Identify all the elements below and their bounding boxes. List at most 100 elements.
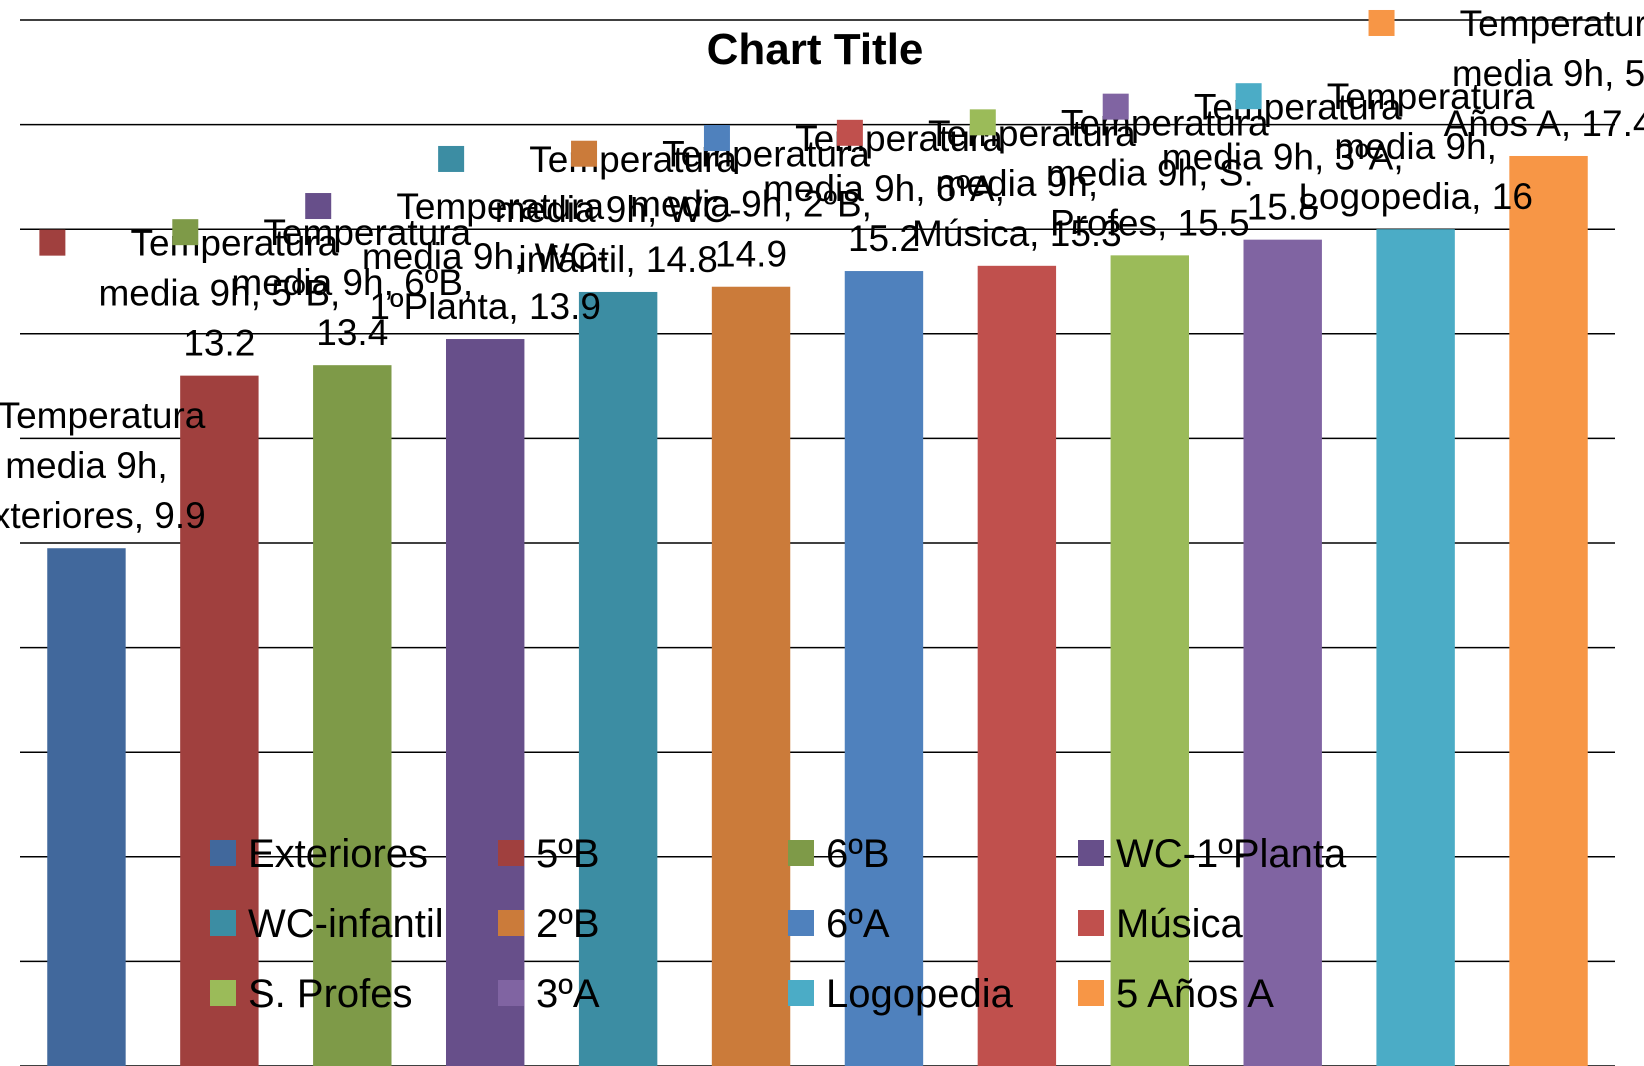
data-label-text: 14.9 xyxy=(715,234,787,275)
data-label-text: Exteriores, 9.9 xyxy=(0,495,206,536)
data-label-text: 13.4 xyxy=(316,312,388,353)
data-label-key xyxy=(39,229,66,256)
data-label-key xyxy=(969,109,996,136)
legend-item-6: 2ºB xyxy=(498,902,600,946)
bars xyxy=(47,155,1588,1066)
data-label-text: infantil, 14.8 xyxy=(518,239,718,280)
bar-10 xyxy=(1243,239,1322,1066)
legend-label: WC-infantil xyxy=(248,902,444,946)
data-label-key xyxy=(703,125,730,152)
data-label-text: media 9h, 5 xyxy=(1452,53,1644,94)
bar-1 xyxy=(47,548,126,1066)
data-label-1: Temperatura media 9h, Exteriores, 9.9 xyxy=(0,395,206,536)
legend-swatch xyxy=(210,840,236,866)
data-label-key xyxy=(571,140,598,167)
data-label-text: Logopedia, 16 xyxy=(1298,176,1533,217)
legend-label: Música xyxy=(1116,902,1243,946)
bar-2 xyxy=(180,375,259,1066)
bar-8 xyxy=(977,265,1057,1066)
legend: Exteriores 5ºB 6ºB WC-1ºPlanta WC-infantil 2º… xyxy=(210,832,1347,1016)
data-label-text: Temperatura xyxy=(795,118,1003,159)
legend-label: 2ºB xyxy=(536,902,600,946)
data-label-6: Temperatura media 9h, 2ºB, 14.9 xyxy=(571,134,872,275)
data-label-5: Temperatura media 9h, WC-infantil, 14.8 xyxy=(438,139,741,280)
legend-swatch xyxy=(498,840,524,866)
data-label-text: media 9h, S. xyxy=(1046,152,1254,193)
gridlines xyxy=(20,19,1615,1066)
legend-label: 6ºA xyxy=(826,902,890,946)
legend-swatch xyxy=(1078,840,1104,866)
data-label-text: 15.2 xyxy=(848,218,920,259)
data-label-9: Temperatura media 9h, S. Profes, 15.5 xyxy=(969,102,1269,243)
legend-swatch xyxy=(788,980,814,1006)
data-label-text: Profes, 15.5 xyxy=(1050,202,1250,243)
data-label-7: Temperatura media 9h, 6ºA, 15.2 xyxy=(703,118,1005,259)
legend-item-5: WC-infantil xyxy=(210,902,444,946)
bar-7 xyxy=(844,271,924,1066)
legend-swatch xyxy=(788,840,814,866)
legend-item-8: Música xyxy=(1078,902,1243,946)
data-label-4: Temperatura media 9h, WC- 1ºPlanta, 13.9 xyxy=(305,186,609,327)
data-label-text: media 9h, 6ºB, xyxy=(231,262,473,303)
data-label-text: 1ºPlanta, 13.9 xyxy=(369,286,601,327)
data-label-text: 13.2 xyxy=(183,323,255,364)
data-label-2: Temperatura media 9h, 5ºB, 13.2 xyxy=(39,223,340,364)
data-label-text: media 9h, 3ºA, xyxy=(1162,137,1404,178)
legend-item-4: WC-1ºPlanta xyxy=(1078,832,1347,876)
data-label-text: media 9h, xyxy=(936,163,1099,204)
legend-swatch xyxy=(498,910,524,936)
data-label-12: Temperatura media 9h, 5 Años A, 17.4 xyxy=(1368,3,1644,144)
legend-swatch xyxy=(210,910,236,936)
legend-label: 5ºB xyxy=(536,832,600,876)
data-label-text: Temperatura xyxy=(662,134,870,175)
data-label-text: media 9h, 5ºB, xyxy=(98,273,340,314)
data-label-key xyxy=(1235,83,1262,110)
legend-item-10: 3ºA xyxy=(498,972,600,1016)
data-label-8: Temperatura media 9h, Música, 15.3 xyxy=(836,113,1136,254)
data-label-text: media 9h, xyxy=(5,445,168,486)
legend-label: 3ºA xyxy=(536,972,600,1016)
legend-item-2: 5ºB xyxy=(498,832,600,876)
data-label-key xyxy=(836,119,863,146)
data-label-key xyxy=(1102,93,1129,120)
legend-item-12: 5 Años A xyxy=(1078,972,1274,1016)
bar-3 xyxy=(313,365,392,1066)
data-label-key xyxy=(1368,9,1395,36)
data-label-text: Temperatura xyxy=(1194,87,1402,128)
data-label-text: media 9h, 2ºB, xyxy=(630,184,872,225)
bar-4 xyxy=(445,339,525,1066)
legend-label: 6ºB xyxy=(826,832,890,876)
legend-item-9: S. Profes xyxy=(210,972,413,1016)
data-label-key xyxy=(172,219,199,246)
data-label-text: Música, 15.3 xyxy=(912,213,1122,254)
data-label-text: Años A, 17.4 xyxy=(1444,103,1644,144)
data-label-text: Temperatura xyxy=(0,395,206,436)
data-label-text: media 9h, 6ºA, xyxy=(763,168,1005,209)
data-label-text: media 9h, xyxy=(1334,126,1497,167)
data-label-text: Temperatura xyxy=(263,212,471,253)
data-label-key xyxy=(438,145,465,172)
bar-5 xyxy=(578,291,658,1066)
bar-6 xyxy=(711,286,791,1066)
legend-item-11: Logopedia xyxy=(788,972,1014,1016)
legend-label: Exteriores xyxy=(248,832,428,876)
legend-swatch xyxy=(1078,910,1104,936)
data-label-10: Temperatura media 9h, 3ºA, 15.8 xyxy=(1102,87,1404,228)
data-label-text: Temperatura xyxy=(1460,3,1644,44)
data-label-text: Temperatura xyxy=(131,223,339,264)
legend-swatch xyxy=(498,980,524,1006)
legend-item-7: 6ºA xyxy=(788,902,890,946)
data-label-text: Temperatura xyxy=(1061,102,1269,143)
legend-label: 5 Años A xyxy=(1116,972,1274,1016)
legend-label: S. Profes xyxy=(248,972,413,1016)
legend-swatch xyxy=(1078,980,1104,1006)
data-label-text: 15.8 xyxy=(1247,187,1319,228)
data-label-text: Temperatura xyxy=(529,139,737,180)
bar-9 xyxy=(1110,255,1190,1066)
legend-label: WC-1ºPlanta xyxy=(1116,832,1347,876)
data-label-text: Temperatura xyxy=(928,113,1136,154)
bar-11 xyxy=(1376,229,1455,1066)
